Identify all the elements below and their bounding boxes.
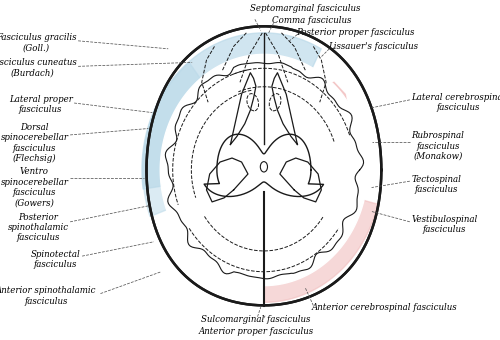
Polygon shape bbox=[264, 189, 378, 302]
Text: Anterior spinothalamic
fasciculus: Anterior spinothalamic fasciculus bbox=[0, 286, 96, 306]
Text: Lateral cerebrospinal
fasciculus: Lateral cerebrospinal fasciculus bbox=[412, 92, 500, 112]
Polygon shape bbox=[146, 26, 382, 305]
Text: Ventro
spinocerebellar
fasciculus
(Gowers): Ventro spinocerebellar fasciculus (Gower… bbox=[0, 167, 68, 208]
Text: Anterior proper fasciculus: Anterior proper fasciculus bbox=[198, 326, 314, 336]
Polygon shape bbox=[206, 158, 248, 202]
Polygon shape bbox=[230, 73, 256, 144]
Text: Comma fasciculus: Comma fasciculus bbox=[272, 16, 351, 26]
Text: Dorsal
spinocerebellar
fasciculus
(Flechsig): Dorsal spinocerebellar fasciculus (Flech… bbox=[0, 123, 68, 163]
Text: Lateral proper
fasciculus: Lateral proper fasciculus bbox=[8, 95, 72, 114]
Polygon shape bbox=[160, 54, 368, 286]
Text: Posterior
spinothalamic
fasciculus: Posterior spinothalamic fasciculus bbox=[8, 212, 68, 242]
Text: Rubrospinal
fasciculus
(Monakow): Rubrospinal fasciculus (Monakow) bbox=[412, 131, 465, 161]
Text: Fasciculus cuneatus
(Burdach): Fasciculus cuneatus (Burdach) bbox=[0, 58, 76, 78]
Text: Sulcomarginal fasciculus: Sulcomarginal fasciculus bbox=[202, 314, 310, 324]
Polygon shape bbox=[300, 82, 350, 174]
Text: Posterior proper fasciculus: Posterior proper fasciculus bbox=[296, 28, 414, 37]
Text: Tectospinal
fasciculus: Tectospinal fasciculus bbox=[412, 175, 462, 194]
Ellipse shape bbox=[260, 162, 268, 172]
Polygon shape bbox=[142, 63, 205, 217]
Text: Septomarginal fasciculus: Septomarginal fasciculus bbox=[250, 4, 360, 14]
Text: Vestibulospinal
fasciculus: Vestibulospinal fasciculus bbox=[412, 215, 478, 234]
Text: Lissauer's fasciculus: Lissauer's fasciculus bbox=[328, 42, 418, 51]
Polygon shape bbox=[142, 33, 321, 189]
Text: Fasciculus gracilis
(Goll.): Fasciculus gracilis (Goll.) bbox=[0, 33, 76, 52]
Polygon shape bbox=[204, 134, 324, 197]
Text: Spinotectal
fasciculus: Spinotectal fasciculus bbox=[31, 250, 80, 269]
Polygon shape bbox=[272, 73, 297, 144]
Text: Anterior cerebrospinal fasciculus: Anterior cerebrospinal fasciculus bbox=[312, 303, 458, 312]
Polygon shape bbox=[280, 158, 322, 202]
